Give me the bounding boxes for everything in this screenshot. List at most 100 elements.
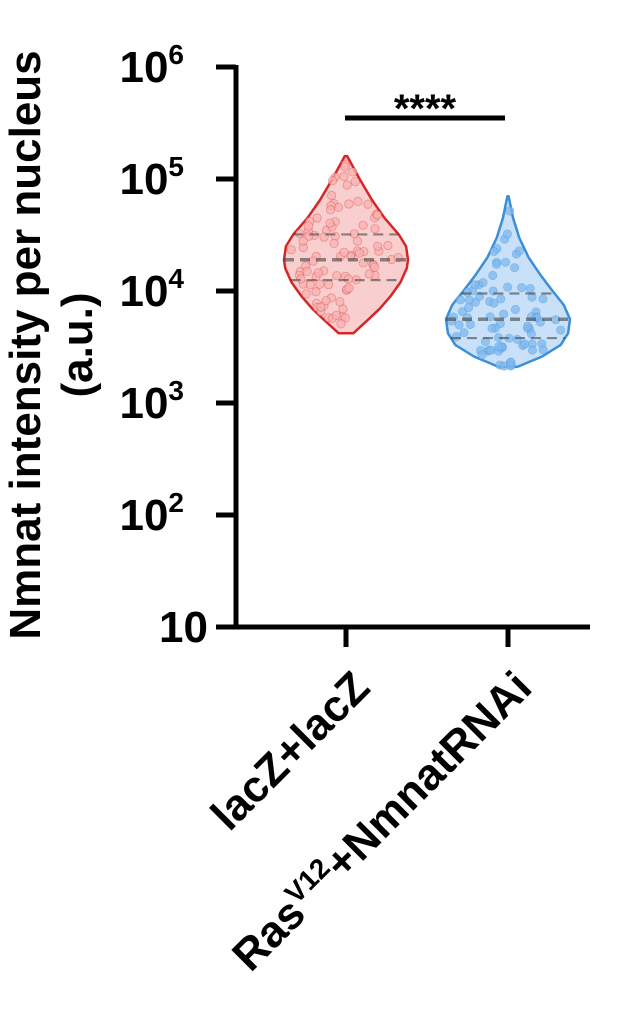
data-point bbox=[316, 302, 326, 312]
data-point bbox=[459, 328, 469, 338]
data-point bbox=[323, 280, 334, 290]
data-point bbox=[340, 313, 350, 323]
data-point bbox=[527, 345, 538, 355]
data-point bbox=[486, 345, 496, 355]
data-point bbox=[538, 345, 548, 355]
data-point bbox=[502, 229, 512, 239]
data-point bbox=[470, 280, 480, 290]
data-point bbox=[478, 277, 488, 288]
data-point bbox=[354, 248, 364, 258]
data-point bbox=[313, 268, 323, 278]
data-point bbox=[538, 294, 548, 304]
data-point bbox=[370, 224, 380, 234]
y-axis-title-line-1: Nmnat intensity per nucleus bbox=[1, 50, 50, 639]
data-point bbox=[526, 329, 537, 339]
data-point bbox=[325, 205, 336, 215]
data-point bbox=[487, 323, 497, 333]
data-point bbox=[321, 296, 331, 306]
data-point bbox=[296, 274, 306, 284]
data-point bbox=[555, 325, 566, 335]
axes bbox=[233, 65, 590, 630]
data-point bbox=[364, 269, 374, 279]
data-point bbox=[353, 196, 363, 206]
data-point bbox=[502, 282, 513, 292]
data-point bbox=[344, 283, 354, 293]
data-point bbox=[457, 306, 468, 317]
data-point bbox=[344, 199, 354, 209]
plot-area bbox=[282, 154, 572, 371]
y-tick-label: 104 bbox=[119, 263, 184, 316]
data-point bbox=[498, 309, 509, 319]
data-point bbox=[506, 357, 516, 367]
data-point bbox=[342, 180, 352, 190]
data-point bbox=[335, 297, 345, 307]
data-point bbox=[301, 289, 311, 299]
data-point bbox=[326, 190, 337, 201]
data-point bbox=[336, 319, 346, 329]
data-point bbox=[348, 167, 358, 177]
data-point bbox=[358, 220, 368, 230]
data-point bbox=[517, 282, 527, 293]
data-point bbox=[350, 177, 360, 187]
data-point bbox=[363, 199, 373, 209]
data-point bbox=[331, 310, 341, 320]
data-point bbox=[455, 295, 465, 305]
data-point bbox=[488, 270, 498, 281]
data-point bbox=[464, 295, 474, 305]
data-point bbox=[298, 236, 308, 246]
data-point bbox=[500, 257, 511, 267]
data-point bbox=[327, 176, 338, 186]
data-point bbox=[510, 304, 521, 315]
data-point bbox=[451, 331, 461, 342]
y-tick-label: 103 bbox=[119, 375, 184, 428]
data-point bbox=[489, 246, 499, 257]
y-tick-label: 105 bbox=[119, 151, 184, 204]
data-point bbox=[286, 245, 296, 255]
data-point bbox=[491, 259, 502, 269]
data-point bbox=[332, 271, 342, 281]
data-point bbox=[383, 240, 393, 251]
data-point bbox=[325, 218, 335, 228]
data-point bbox=[311, 287, 321, 297]
data-point bbox=[485, 312, 495, 322]
x-tick-label-ras-nmnatrnai: RasV12+NmnatRNAi bbox=[222, 661, 541, 980]
data-point bbox=[339, 247, 349, 257]
data-point bbox=[523, 321, 533, 331]
y-tick-label: 106 bbox=[119, 39, 184, 92]
y-tick-label: 102 bbox=[119, 487, 184, 540]
data-point bbox=[505, 206, 515, 216]
x-tick-label-lacz: lacZ+lacZ bbox=[202, 662, 379, 839]
data-point bbox=[373, 241, 383, 251]
data-point bbox=[329, 238, 339, 248]
data-point bbox=[519, 339, 530, 349]
data-point bbox=[339, 171, 349, 181]
data-point bbox=[496, 294, 506, 304]
y-axis-title: Nmnat intensity per nucleus (a.u.) bbox=[1, 50, 102, 639]
data-point bbox=[303, 221, 314, 231]
data-point bbox=[493, 342, 504, 352]
y-axis-title-line-2: (a.u.) bbox=[53, 292, 102, 397]
data-point bbox=[315, 279, 325, 289]
significance-label: **** bbox=[394, 87, 457, 131]
data-point bbox=[302, 266, 312, 276]
data-point bbox=[462, 287, 472, 297]
data-point bbox=[340, 162, 350, 172]
data-point bbox=[477, 350, 487, 360]
y-axis-ticks: 10 102 103 104 105 106 bbox=[119, 39, 236, 652]
data-point bbox=[352, 236, 363, 246]
data-point bbox=[305, 280, 315, 290]
data-point bbox=[349, 229, 359, 239]
significance-bracket: **** bbox=[345, 87, 505, 131]
data-point bbox=[372, 210, 382, 220]
data-point bbox=[312, 213, 322, 223]
data-point bbox=[489, 298, 499, 308]
data-point bbox=[369, 262, 380, 272]
data-point bbox=[509, 263, 520, 273]
data-point bbox=[343, 274, 353, 284]
y-tick-label: 10 bbox=[159, 603, 208, 652]
data-point bbox=[454, 320, 464, 330]
data-point bbox=[463, 303, 474, 313]
data-point bbox=[525, 283, 535, 294]
